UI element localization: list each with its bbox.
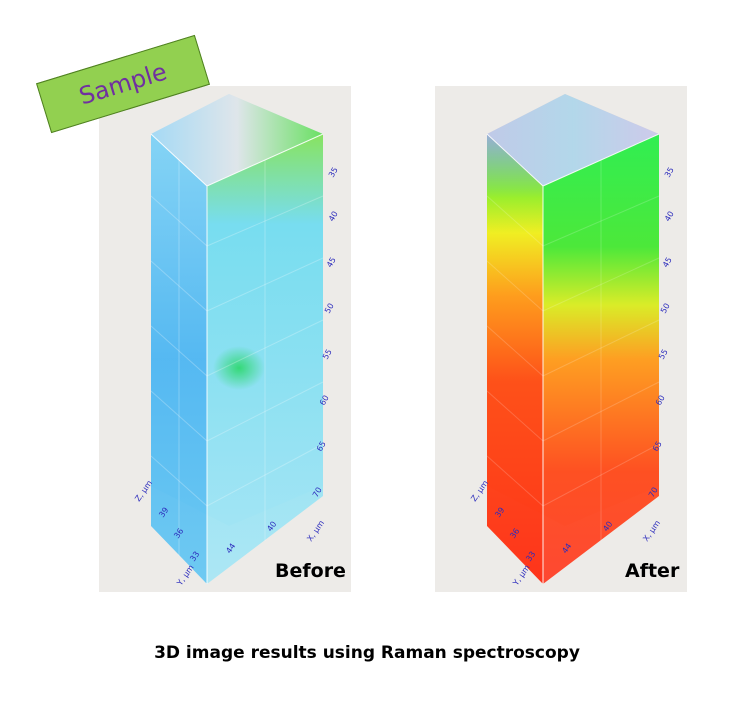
before-depth-tick: 35 <box>327 166 340 179</box>
after-3d-volume: 35 40 45 50 55 60 65 70 Z, μm 39 36 33 Y… <box>469 94 676 588</box>
before-depth-tick: 40 <box>327 210 340 223</box>
before-panel: 35 40 45 50 55 60 65 70 Z, μm 39 36 33 Y… <box>99 86 351 592</box>
after-label: After <box>625 560 680 582</box>
after-depth-tick: 40 <box>663 210 676 223</box>
before-depth-tick: 50 <box>323 302 336 315</box>
figure-caption: 3D image results using Raman spectroscop… <box>154 643 580 663</box>
after-top-face <box>487 94 659 186</box>
before-depth-tick: 45 <box>325 256 338 269</box>
before-3d-volume: 35 40 45 50 55 60 65 70 Z, μm 39 36 33 Y… <box>133 94 340 588</box>
before-depth-tick: 70 <box>311 486 324 499</box>
after-depth-tick: 55 <box>657 348 670 361</box>
after-depth-tick: 60 <box>654 394 667 407</box>
before-label: Before <box>275 560 346 582</box>
before-depth-tick: 65 <box>315 440 328 453</box>
before-depth-tick: 55 <box>321 348 334 361</box>
after-x-axis-label: X, μm <box>641 519 662 544</box>
before-y-axis-label: Y, μm <box>175 563 196 588</box>
before-top-face <box>151 94 323 186</box>
after-side-face <box>543 134 659 584</box>
before-depth-tick: 60 <box>318 394 331 407</box>
before-depth-ticks: 35 40 45 50 55 60 65 70 <box>311 166 340 499</box>
after-depth-tick: 70 <box>647 486 660 499</box>
after-panel: 35 40 45 50 55 60 65 70 Z, μm 39 36 33 Y… <box>435 86 687 592</box>
before-x-axis-label: X, μm <box>305 519 326 544</box>
after-depth-tick: 35 <box>663 166 676 179</box>
after-depth-tick: 50 <box>659 302 672 315</box>
before-side-face <box>207 134 323 584</box>
before-front-face <box>151 134 207 584</box>
after-depth-ticks: 35 40 45 50 55 60 65 70 <box>647 166 676 499</box>
after-depth-tick: 65 <box>651 440 664 453</box>
after-y-axis-label: Y, μm <box>511 563 532 588</box>
after-depth-tick: 45 <box>661 256 674 269</box>
